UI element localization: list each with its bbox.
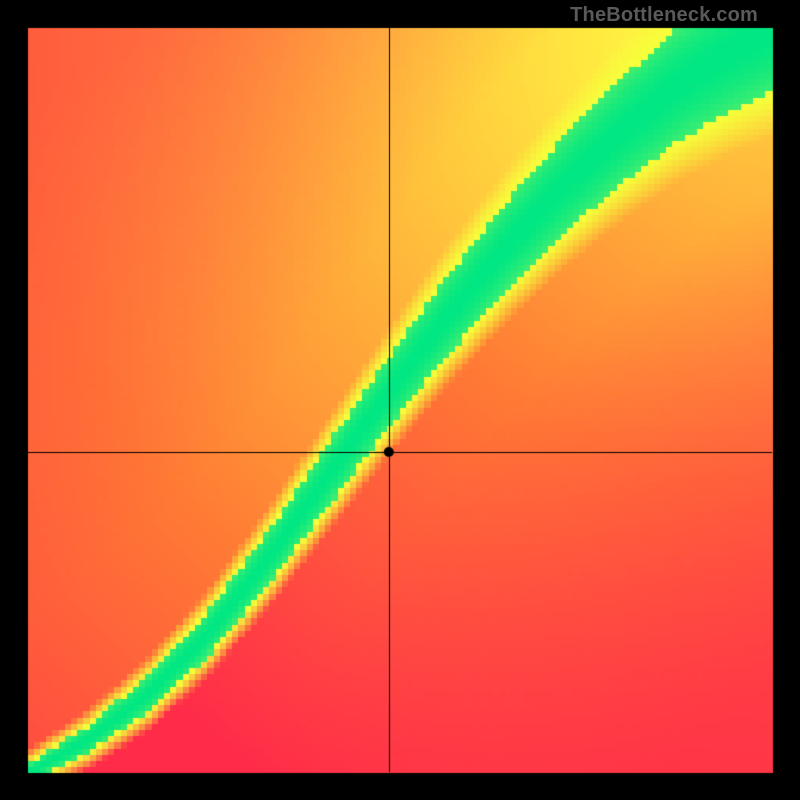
watermark-text: TheBottleneck.com [570, 4, 758, 27]
bottleneck-heatmap [0, 0, 800, 800]
heatmap-container [0, 0, 800, 805]
